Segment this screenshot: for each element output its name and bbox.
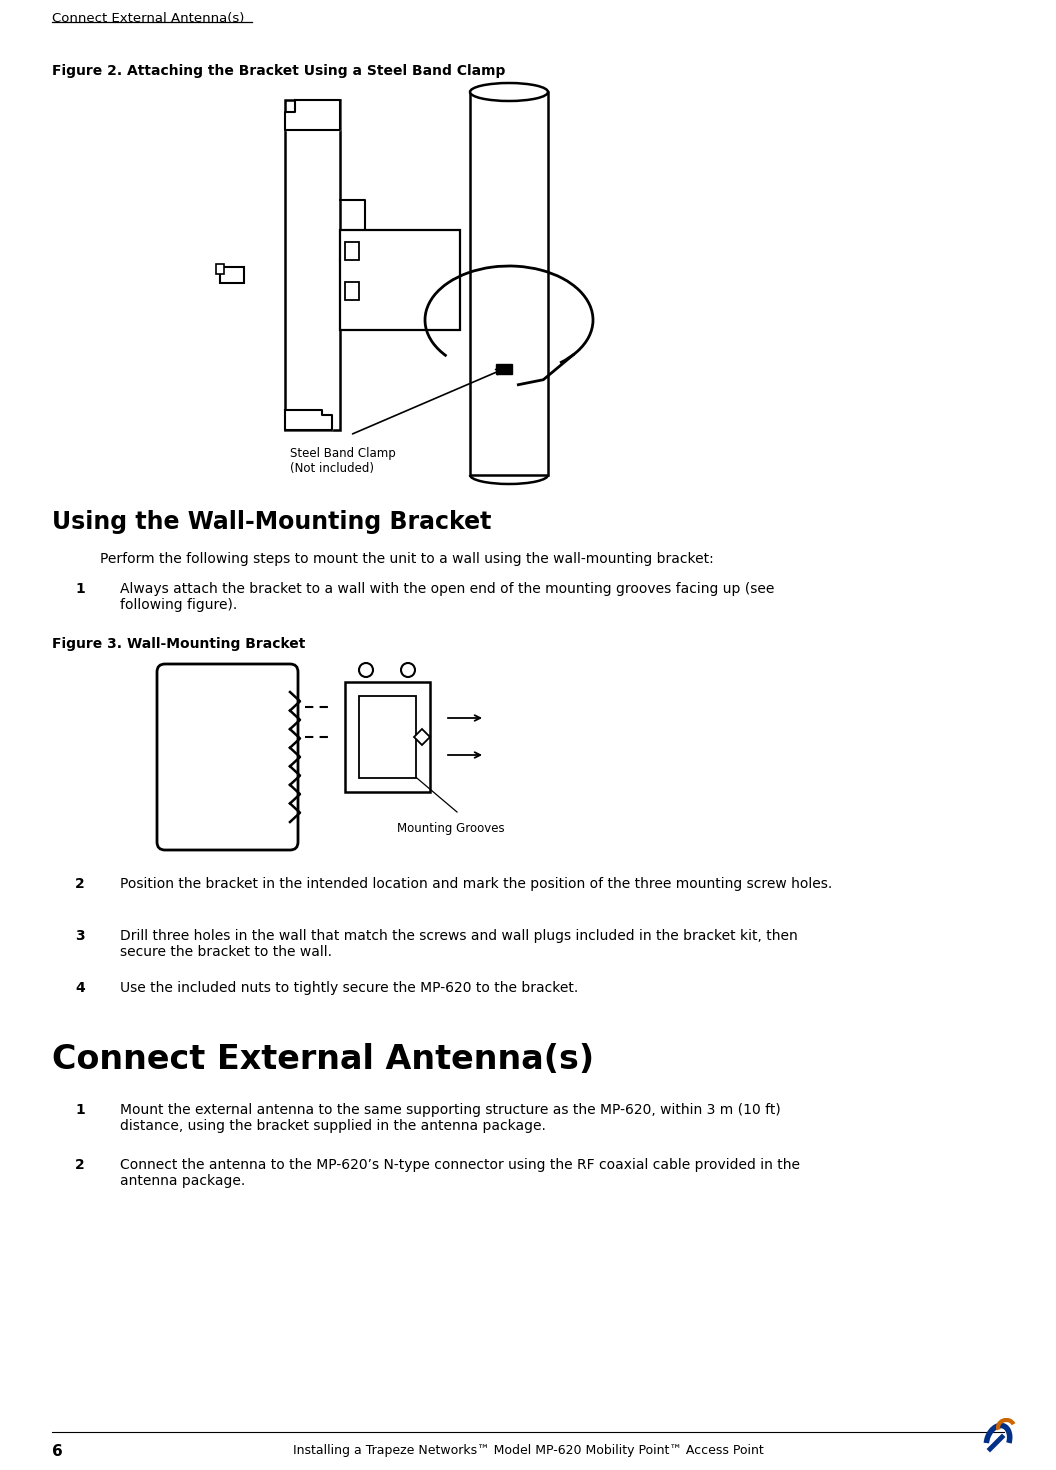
Bar (496, 365, 512, 373)
Text: Position the bracket in the intended location and mark the position of the three: Position the bracket in the intended loc… (120, 878, 832, 891)
Text: 4: 4 (75, 980, 84, 995)
Text: Mount the external antenna to the same supporting structure as the MP-620, withi: Mount the external antenna to the same s… (120, 1102, 780, 1133)
Text: Figure 3.: Figure 3. (52, 637, 122, 651)
Text: Using the Wall-Mounting Bracket: Using the Wall-Mounting Bracket (52, 510, 491, 534)
Text: Connect External Antenna(s): Connect External Antenna(s) (52, 1044, 595, 1076)
Text: Connect External Antenna(s): Connect External Antenna(s) (52, 12, 244, 25)
Text: Perform the following steps to mount the unit to a wall using the wall-mounting : Perform the following steps to mount the… (100, 553, 714, 566)
Polygon shape (414, 729, 430, 745)
Text: Steel Band Clamp
(Not included): Steel Band Clamp (Not included) (290, 447, 396, 475)
Text: Connect the antenna to the MP-620’s N-type connector using the RF coaxial cable : Connect the antenna to the MP-620’s N-ty… (120, 1158, 800, 1188)
Text: Use the included nuts to tightly secure the MP-620 to the bracket.: Use the included nuts to tightly secure … (120, 980, 579, 995)
Text: Always attach the bracket to a wall with the open end of the mounting grooves fa: Always attach the bracket to a wall with… (120, 582, 774, 612)
Bar (220, 268, 244, 284)
Text: Installing a Trapeze Networks™ Model MP-620 Mobility Point™ Access Point: Installing a Trapeze Networks™ Model MP-… (293, 1444, 763, 1457)
Text: 1: 1 (75, 582, 84, 595)
Bar (359, 695, 416, 778)
Bar (470, 93, 548, 475)
Bar (345, 282, 359, 300)
Bar (285, 100, 340, 431)
Text: 1: 1 (75, 1102, 84, 1117)
Polygon shape (285, 410, 332, 431)
Bar (345, 243, 359, 260)
Text: Wall-Mounting Bracket: Wall-Mounting Bracket (127, 637, 305, 651)
Polygon shape (285, 100, 340, 129)
Text: Figure 2.: Figure 2. (52, 65, 122, 78)
Circle shape (401, 663, 415, 678)
FancyBboxPatch shape (157, 664, 298, 850)
Bar (340, 229, 460, 329)
Text: 2: 2 (75, 878, 84, 891)
Circle shape (359, 663, 373, 678)
Ellipse shape (470, 82, 548, 101)
Text: Mounting Grooves: Mounting Grooves (397, 822, 505, 835)
Bar (216, 265, 224, 273)
Text: Drill three holes in the wall that match the screws and wall plugs included in t: Drill three holes in the wall that match… (120, 929, 797, 960)
Text: Attaching the Bracket Using a Steel Band Clamp: Attaching the Bracket Using a Steel Band… (127, 65, 506, 78)
Text: 2: 2 (75, 1158, 84, 1172)
Bar (345, 682, 430, 792)
Text: 6: 6 (52, 1444, 62, 1460)
Text: 3: 3 (75, 929, 84, 942)
